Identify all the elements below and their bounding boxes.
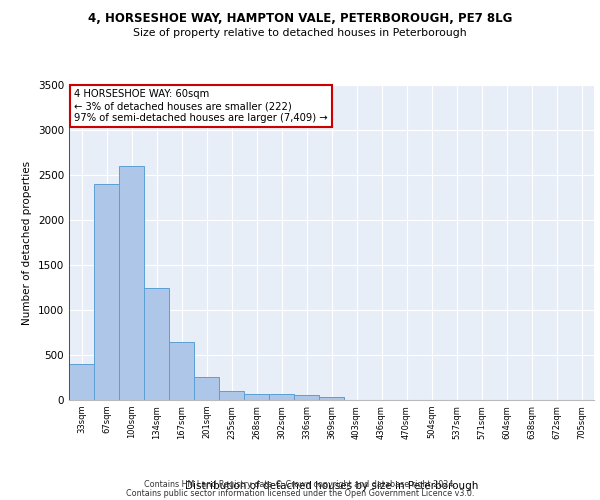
Bar (319, 397, 344, 400)
Bar (244, 394, 269, 400)
Bar (169, 342, 194, 400)
X-axis label: Distribution of detached houses by size in Peterborough: Distribution of detached houses by size … (185, 480, 478, 490)
Bar (194, 376, 219, 400)
Bar (144, 288, 169, 400)
Y-axis label: Number of detached properties: Number of detached properties (22, 160, 32, 324)
Text: Size of property relative to detached houses in Peterborough: Size of property relative to detached ho… (133, 28, 467, 38)
Text: 4, HORSESHOE WAY, HAMPTON VALE, PETERBOROUGH, PE7 8LG: 4, HORSESHOE WAY, HAMPTON VALE, PETERBOR… (88, 12, 512, 26)
Bar (119, 166, 144, 400)
Bar (219, 391, 244, 400)
Bar (269, 394, 294, 400)
Bar (94, 184, 119, 400)
Text: Contains public sector information licensed under the Open Government Licence v3: Contains public sector information licen… (126, 490, 474, 498)
Bar (69, 364, 94, 400)
Bar (294, 395, 319, 400)
Text: Contains HM Land Registry data © Crown copyright and database right 2024.: Contains HM Land Registry data © Crown c… (144, 480, 456, 489)
Text: 4 HORSESHOE WAY: 60sqm
← 3% of detached houses are smaller (222)
97% of semi-det: 4 HORSESHOE WAY: 60sqm ← 3% of detached … (74, 90, 328, 122)
